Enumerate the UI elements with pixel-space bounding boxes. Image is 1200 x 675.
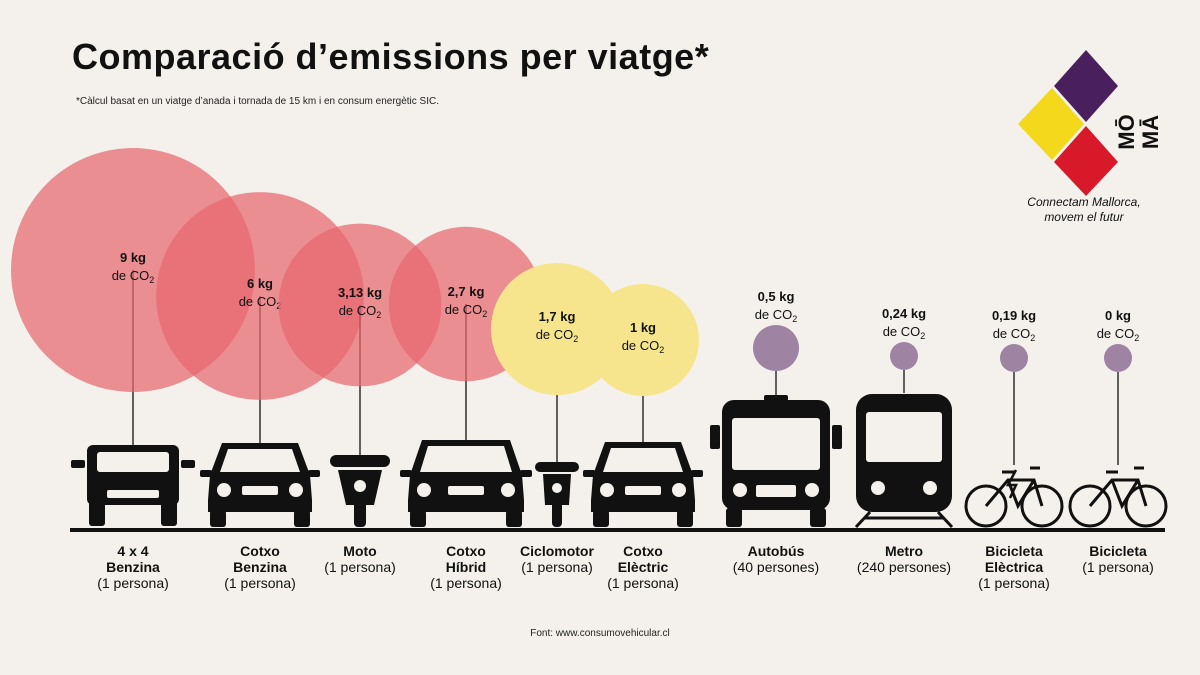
unit-label: de CO2 bbox=[536, 327, 579, 344]
unit-label: de CO2 bbox=[112, 268, 155, 285]
car-icon bbox=[200, 443, 320, 527]
category-name: Benzina bbox=[106, 559, 160, 575]
category-occupancy: (1 persona) bbox=[978, 575, 1050, 591]
emission-bubble bbox=[1000, 344, 1028, 372]
emission-bubble bbox=[490, 262, 624, 396]
value-label: 0,5 kg bbox=[758, 289, 795, 304]
logo-red-diamond bbox=[1054, 126, 1118, 196]
category-label: Bicicleta (1 persona) bbox=[1058, 543, 1178, 575]
electric-bicycle-icon bbox=[964, 466, 1064, 528]
category-occupancy: (1 persona) bbox=[1082, 559, 1154, 575]
page-title: Comparació d’emissions per viatge* bbox=[72, 36, 710, 77]
logo-yellow-diamond bbox=[1018, 88, 1084, 160]
category-name: Ciclomotor bbox=[520, 543, 594, 559]
electric-car-icon bbox=[583, 442, 703, 527]
category-name: Cotxo bbox=[240, 543, 280, 559]
category-label: Bicicleta Elèctrica (1 persona) bbox=[954, 543, 1074, 591]
unit-label: de CO2 bbox=[755, 307, 798, 324]
unit-label: de CO2 bbox=[445, 302, 488, 319]
category-label: Ciclomotor (1 persona) bbox=[497, 543, 617, 575]
category-name: Bicicleta bbox=[1089, 543, 1147, 559]
scooter-icon bbox=[535, 462, 579, 527]
unit-label: de CO2 bbox=[339, 303, 382, 320]
category-name: Autobús bbox=[747, 543, 805, 559]
logo-purple-diamond bbox=[1054, 50, 1118, 122]
value-label: 2,7 kg bbox=[448, 284, 485, 299]
emission-bubble bbox=[890, 342, 918, 370]
category-label: Cotxo Elèctric (1 persona) bbox=[583, 543, 703, 591]
train-icon bbox=[854, 394, 954, 529]
motorbike-icon bbox=[330, 455, 390, 527]
category-name: Elèctrica bbox=[984, 559, 1044, 575]
unit-label: de CO2 bbox=[1097, 326, 1140, 343]
value-label: 0,24 kg bbox=[882, 306, 926, 321]
category-name: Bicicleta bbox=[985, 543, 1043, 559]
unit-label: de CO2 bbox=[622, 338, 665, 355]
emission-bubble bbox=[753, 325, 799, 371]
logo-text-bottom: MĀ bbox=[1138, 115, 1160, 149]
category-label: Autobús (40 persones) bbox=[716, 543, 836, 575]
category-name: Cotxo bbox=[446, 543, 486, 559]
category-name: 4 x 4 bbox=[117, 543, 149, 559]
value-label: 3,13 kg bbox=[338, 285, 382, 300]
tagline-line-2: movem el futur bbox=[1044, 210, 1124, 224]
category-occupancy: (1 persona) bbox=[224, 575, 296, 591]
footnote: *Càlcul basat en un viatge d’anada i tor… bbox=[76, 96, 439, 107]
logo-text-top: MŌ bbox=[1114, 114, 1139, 149]
category-label: Cotxo Benzina (1 persona) bbox=[200, 543, 320, 591]
category-label: Metro (240 persones) bbox=[844, 543, 964, 575]
value-label: 9 kg bbox=[120, 250, 146, 265]
source-credit: Font: www.consumovehicular.cl bbox=[530, 628, 670, 639]
unit-label: de CO2 bbox=[883, 324, 926, 341]
category-name: Híbrid bbox=[445, 559, 487, 575]
unit-label: de CO2 bbox=[239, 294, 282, 311]
category-occupancy: (240 persones) bbox=[856, 559, 952, 575]
emission-bubble bbox=[587, 284, 699, 396]
unit-label: de CO2 bbox=[993, 326, 1036, 343]
category-name: Benzina bbox=[233, 559, 287, 575]
category-occupancy: (1 persona) bbox=[521, 559, 593, 575]
category-name: Moto bbox=[343, 543, 377, 559]
bus-icon bbox=[710, 395, 842, 527]
tagline-line-1: Connectam Mallorca, bbox=[1027, 195, 1141, 209]
category-occupancy: (1 persona) bbox=[324, 559, 396, 575]
value-label: 1 kg bbox=[630, 320, 656, 335]
category-label: 4 x 4 Benzina (1 persona) bbox=[73, 543, 193, 591]
emission-bubble bbox=[1104, 344, 1132, 372]
value-label: 0,19 kg bbox=[992, 308, 1036, 323]
moma-logo: MŌ MĀ bbox=[1018, 50, 1160, 196]
category-name: Metro bbox=[884, 543, 924, 559]
category-occupancy: (1 persona) bbox=[97, 575, 169, 591]
category-name: Elèctric bbox=[617, 559, 669, 575]
value-label: 6 kg bbox=[247, 276, 273, 291]
category-label: Moto (1 persona) bbox=[300, 543, 420, 575]
category-label: Cotxo Híbrid (1 persona) bbox=[406, 543, 526, 591]
hybrid-car-icon bbox=[400, 440, 532, 527]
bicycle-icon bbox=[1068, 466, 1168, 528]
category-occupancy: (1 persona) bbox=[607, 575, 679, 591]
category-occupancy: (1 persona) bbox=[430, 575, 502, 591]
value-label: 0 kg bbox=[1105, 308, 1131, 323]
logo-tagline: Connectam Mallorca, movem el futur bbox=[1010, 195, 1158, 225]
ground-line bbox=[70, 528, 1165, 532]
category-name: Cotxo bbox=[623, 543, 663, 559]
value-label: 1,7 kg bbox=[539, 309, 576, 324]
category-occupancy: (40 persones) bbox=[732, 559, 820, 575]
suv-icon bbox=[71, 445, 195, 526]
